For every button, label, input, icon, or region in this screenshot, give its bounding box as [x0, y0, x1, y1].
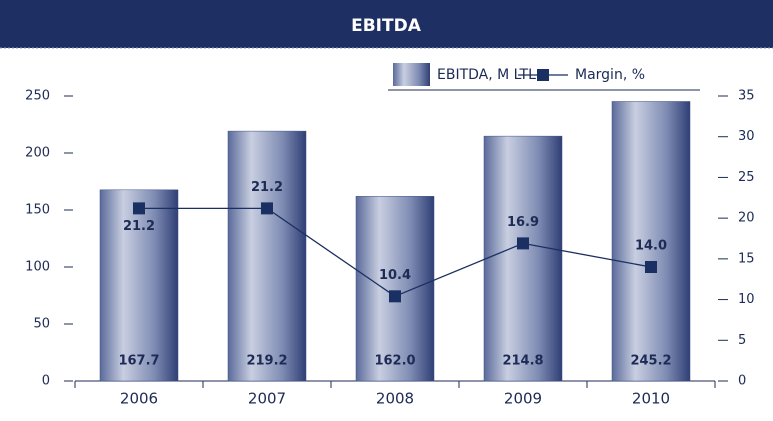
bar — [611, 101, 691, 382]
x-tick-label: 2007 — [248, 390, 286, 408]
legend-label: Margin, % — [575, 67, 645, 83]
x-tick-label: 2006 — [120, 390, 158, 408]
y2-tick-label: 30 — [738, 129, 755, 144]
margin-marker — [389, 290, 401, 303]
x-tick-label: 2010 — [632, 390, 670, 408]
bar-value-label: 167.7 — [118, 354, 159, 369]
y-tick-label: 250 — [25, 89, 50, 104]
margin-marker — [133, 202, 145, 215]
y2-tick-label: 25 — [738, 170, 755, 185]
y-tick-label: 200 — [25, 146, 50, 161]
legend-marker — [537, 69, 549, 81]
margin-value-label: 10.4 — [379, 268, 411, 283]
bar — [99, 189, 179, 382]
y-tick-label: 150 — [25, 203, 50, 218]
bar — [483, 135, 563, 382]
margin-value-label: 14.0 — [635, 239, 667, 254]
chart-title: EBITDA — [351, 16, 422, 36]
legend-label: EBITDA, M LTL — [437, 67, 536, 83]
bar-value-label: 219.2 — [246, 354, 287, 369]
y2-tick-label: 15 — [738, 251, 755, 266]
bar-value-label: 245.2 — [630, 354, 671, 369]
bar-value-label: 162.0 — [374, 354, 415, 369]
title-banner — [0, 0, 773, 48]
y2-tick-label: 10 — [738, 292, 755, 307]
margin-marker — [645, 261, 657, 273]
legend-bar-swatch — [393, 63, 430, 86]
margin-value-label: 21.2 — [123, 219, 155, 234]
y2-tick-label: 35 — [738, 89, 755, 104]
y-tick-label: 100 — [25, 260, 50, 275]
x-tick-label: 2009 — [504, 390, 542, 408]
y2-tick-label: 0 — [738, 374, 746, 389]
margin-value-label: 21.2 — [251, 180, 283, 195]
y-tick-label: 0 — [42, 374, 50, 389]
y2-tick-label: 5 — [738, 333, 746, 348]
y-tick-label: 50 — [33, 317, 50, 332]
bar-value-label: 214.8 — [502, 354, 543, 369]
margin-value-label: 16.9 — [507, 215, 539, 230]
margin-marker — [261, 202, 273, 215]
margin-marker — [517, 237, 529, 250]
bar — [227, 130, 307, 382]
x-tick-label: 2008 — [376, 390, 414, 408]
bar — [355, 196, 435, 382]
y2-tick-label: 20 — [738, 211, 755, 226]
